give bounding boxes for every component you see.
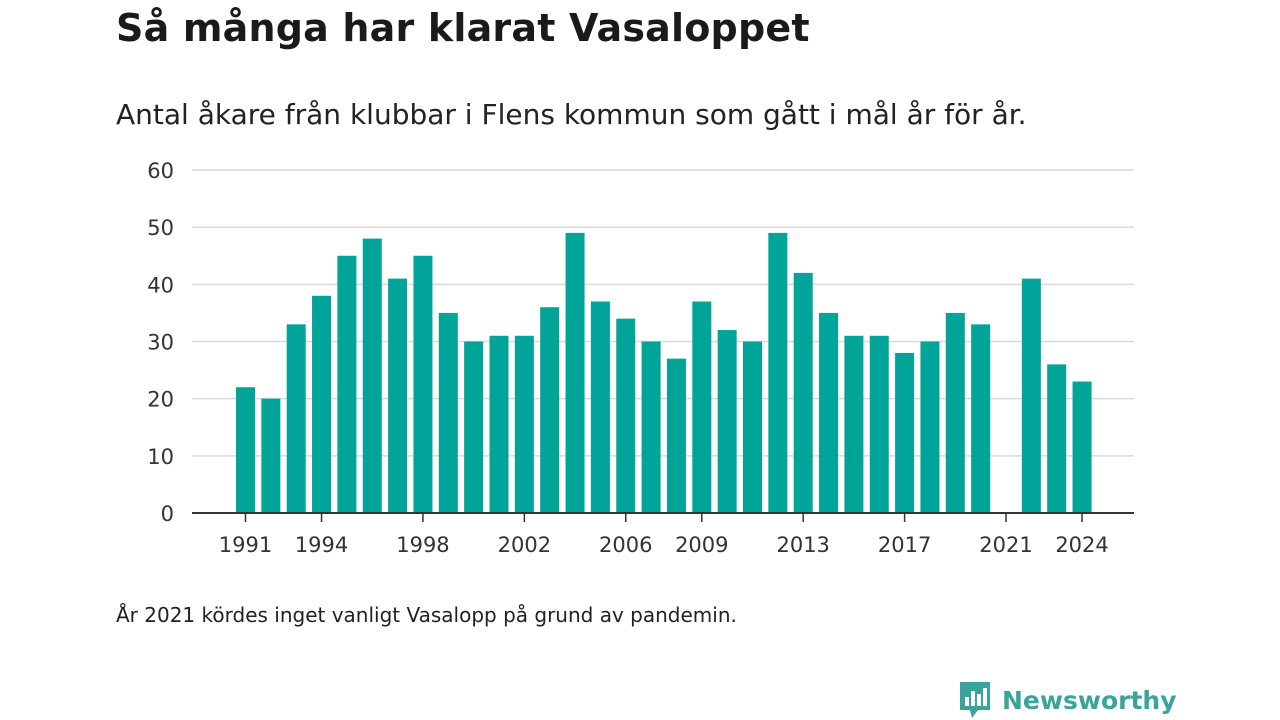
x-tick-label: 2017 [878, 533, 931, 557]
bar-2002 [514, 335, 534, 513]
x-tick-label: 2006 [599, 533, 652, 557]
bar-2014 [819, 312, 839, 513]
bar-2015 [844, 335, 864, 513]
bar-2024 [1072, 381, 1092, 513]
y-tick-label: 20 [147, 388, 174, 412]
bar-2016 [869, 335, 889, 513]
bar-chart: 0 10 20 30 40 50 60 1991 1994 1998 2002 2006 2009 20… [147, 159, 1134, 557]
x-tick-label: 2009 [675, 533, 728, 557]
bar-2000 [464, 341, 484, 513]
bar-1998 [413, 255, 433, 513]
bar-1991 [236, 387, 255, 513]
y-tick-label: 60 [147, 159, 174, 183]
bar-1996 [362, 238, 382, 513]
chart-subtitle: Antal åkare från klubbar i Flens kommun … [116, 98, 1027, 131]
y-tick-label: 50 [147, 216, 174, 240]
y-tick-label: 30 [147, 331, 174, 355]
bar-1997 [388, 278, 408, 513]
x-tick-label: 2013 [776, 533, 829, 557]
bar-2008 [666, 358, 686, 513]
bar-2005 [590, 301, 610, 513]
chart-title: Så många har klarat Vasaloppet [116, 6, 810, 50]
bar-1992 [261, 398, 281, 513]
bar-1994 [312, 295, 332, 513]
bars [236, 232, 1092, 513]
x-tick-label: 1991 [219, 533, 272, 557]
x-tick-label: 1998 [396, 533, 449, 557]
x-tick-label: 2024 [1055, 533, 1108, 557]
brand-name: Newsworthy [1002, 685, 1177, 715]
bar-2013 [793, 272, 813, 513]
bar-2019 [945, 312, 965, 513]
bar-2023 [1047, 364, 1067, 513]
gridlines [192, 169, 1134, 457]
bar-2009 [692, 301, 712, 513]
x-axis: 1991 1994 1998 2002 2006 2009 2013 2017 2021 2024 [192, 512, 1134, 557]
y-axis-ticks: 0 10 20 30 40 50 60 [147, 159, 174, 526]
bar-2007 [641, 341, 661, 513]
footnote: År 2021 kördes inget vanligt Vasalopp på… [116, 603, 737, 627]
bar-2018 [920, 341, 940, 513]
bar-2010 [717, 330, 737, 513]
bar-2003 [540, 307, 560, 513]
bar-2011 [743, 341, 762, 513]
y-tick-label: 10 [147, 445, 174, 469]
x-tick-label: 2021 [979, 533, 1032, 557]
bar-2020 [971, 324, 991, 513]
x-tick-label: 2002 [498, 533, 551, 557]
bar-1993 [286, 324, 306, 513]
brand-logo[interactable]: Newsworthy [958, 680, 1177, 720]
bar-2012 [768, 232, 788, 513]
newsworthy-logo-icon [960, 682, 990, 718]
y-tick-label: 0 [161, 502, 174, 526]
y-tick-label: 40 [147, 273, 174, 297]
bar-1999 [438, 312, 458, 513]
bar-1995 [337, 255, 357, 513]
x-tick-label: 1994 [295, 533, 348, 557]
bar-2022 [1021, 278, 1041, 513]
bar-2004 [565, 232, 585, 513]
bar-2017 [895, 352, 915, 513]
bar-2006 [616, 318, 636, 513]
bar-2001 [489, 335, 509, 513]
